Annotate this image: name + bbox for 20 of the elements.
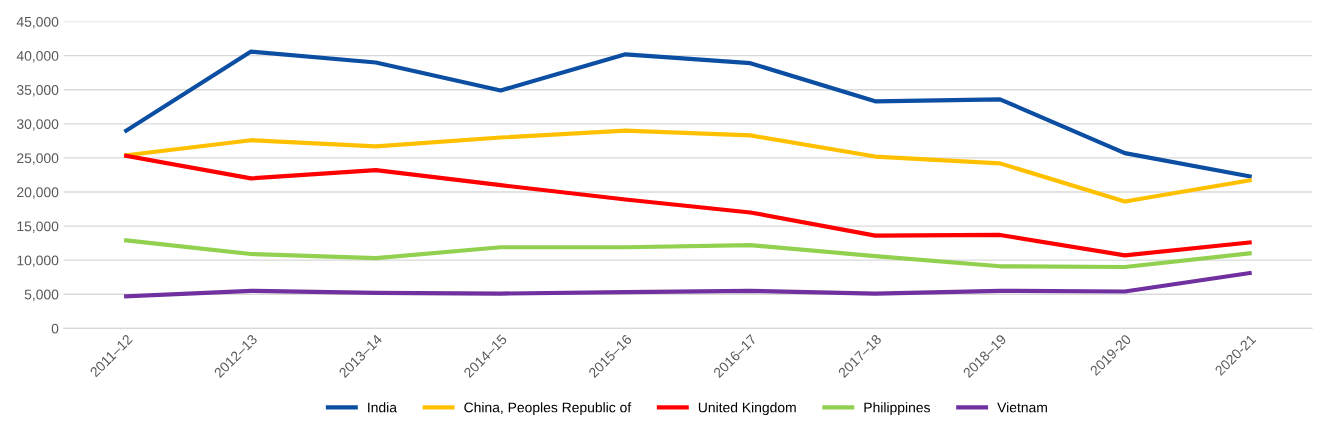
line-series [124,49,1252,179]
y-tick-label: 0 [51,323,59,334]
line-series [124,153,1252,258]
legend-label: Vietnam [997,402,1047,413]
y-tick-label: 25,000 [17,153,59,165]
line-series [124,238,1252,270]
y-tick-label: 15,000 [17,221,59,233]
legend-label: United Kingdom [698,402,796,416]
legend-label: China, Peoples Republic of [464,402,632,416]
y-tick-label: 5,000 [24,289,59,302]
y-tick-label: 35,000 [16,85,59,97]
y-tick-label: 20,000 [17,187,59,199]
y-tick-label: 45,000 [16,16,59,29]
y-tick-label: 40,000 [16,51,59,63]
y-tick-label: 10,000 [17,255,59,267]
line-series [124,271,1252,299]
legend-label: Philippines [864,402,930,416]
legend-label: India [368,402,397,413]
y-tick-label: 30,000 [16,119,59,131]
line-series [124,128,1252,204]
